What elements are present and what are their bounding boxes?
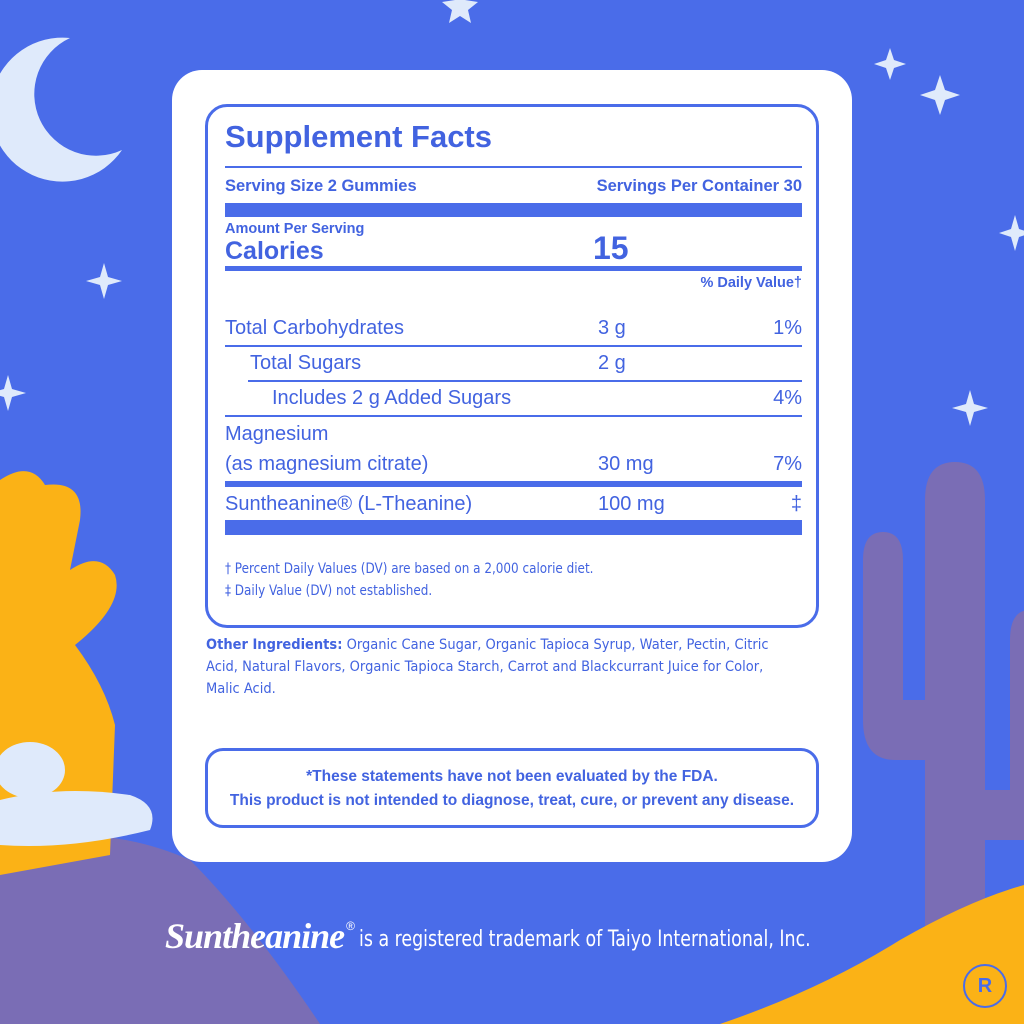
nutrient-amount: 30 mg (598, 453, 654, 475)
ingredients-text: Organic Cane Sugar, Organic Tapioca Syru… (206, 637, 769, 697)
divider (225, 166, 802, 168)
footnote-daily-values: † Percent Daily Values (DV) are based on… (225, 561, 594, 577)
pillow (0, 791, 153, 846)
nutrient-name: Magnesium (225, 423, 329, 445)
registered-badge-icon: R (963, 964, 1007, 1008)
disclaimer-line-2: This product is not intended to diagnose… (229, 792, 795, 809)
nutrient-name: Includes 2 g Added Sugars (272, 387, 512, 409)
sleeping-face (0, 742, 65, 798)
servings-per-container: Servings Per Container 30 (596, 177, 802, 195)
fda-disclaimer: *These statements have not been evaluate… (205, 748, 819, 828)
divider (225, 345, 802, 347)
divider (248, 380, 802, 382)
divider (225, 415, 802, 417)
other-ingredients: Other Ingredients: Organic Cane Sugar, O… (206, 634, 800, 700)
nutrient-amount: 2 g (598, 352, 626, 374)
moon-icon (0, 37, 122, 182)
disclaimer-line-1: *These statements have not been evaluate… (306, 768, 718, 785)
registered-mark: ® (346, 919, 355, 933)
nutrient-amount: 100 mg (598, 493, 665, 515)
trademark-text: is a registered trademark of Taiyo Inter… (358, 927, 811, 952)
divider (225, 266, 802, 271)
daily-value-header: % Daily Value† (700, 275, 802, 291)
yellow-hill (720, 885, 1024, 1024)
nutrient-dv: 1% (773, 317, 802, 339)
nutrient-dv: ‡ (790, 493, 802, 515)
nutrient-row: Suntheanine® (L-Theanine) 100 mg ‡ (225, 493, 802, 517)
trademark-notice: Suntheanine ® is a registered trademark … (165, 915, 872, 957)
thick-divider (225, 203, 802, 217)
supplement-facts-panel: Supplement Facts Serving Size 2 Gummies … (205, 104, 819, 628)
amount-per-serving: Amount Per Serving (225, 221, 365, 237)
star-icons (0, 0, 1024, 426)
divider (225, 481, 802, 487)
purple-hill (0, 835, 320, 1024)
footnote-not-established: ‡ Daily Value (DV) not established. (225, 583, 433, 599)
nutrient-row: Total Carbohydrates 3 g 1% (225, 317, 802, 341)
facts-title: Supplement Facts (225, 119, 492, 154)
suntheanine-logo: Suntheanine (165, 916, 345, 956)
nutrient-row: Total Sugars 2 g (225, 352, 802, 376)
supplement-card (172, 70, 852, 862)
calories-label: Calories (225, 237, 324, 265)
nutrient-dv: 4% (773, 387, 802, 409)
nutrient-name: (as magnesium citrate) (225, 453, 429, 475)
nutrient-name: Total Carbohydrates (225, 317, 404, 339)
nutrient-row: Magnesium (225, 423, 802, 447)
nutrient-name: Suntheanine® (L-Theanine) (225, 493, 473, 515)
serving-size: Serving Size 2 Gummies (225, 177, 417, 195)
nutrient-name: Total Sugars (250, 352, 362, 374)
cactus-shape (863, 462, 1024, 930)
ingredients-label: Other Ingredients: (206, 637, 343, 653)
calories-value: 15 (593, 230, 629, 266)
nutrient-amount: 3 g (598, 317, 626, 339)
nutrient-row: (as magnesium citrate) 30 mg 7% (225, 453, 802, 477)
nutrient-dv: 7% (773, 453, 802, 475)
nutrient-row: Includes 2 g Added Sugars 4% (225, 387, 802, 411)
thick-divider (225, 520, 802, 535)
